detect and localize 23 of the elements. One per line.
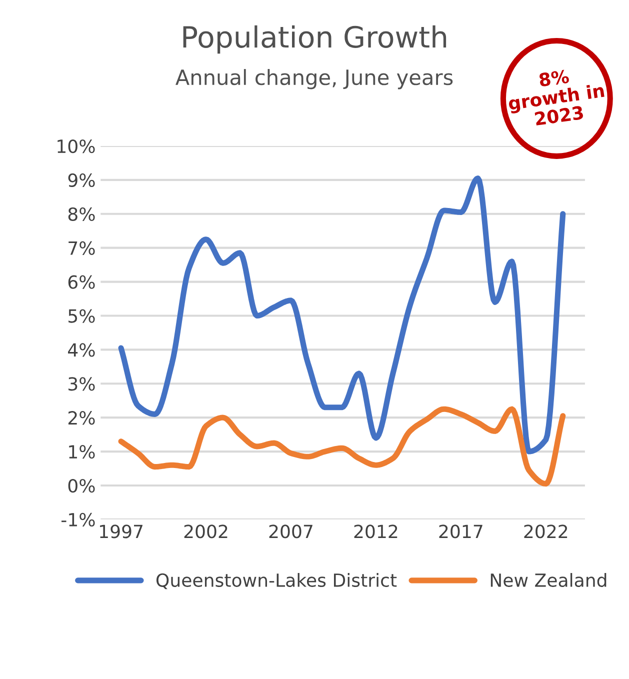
x-tick-label: 1997 <box>100 524 142 538</box>
x-tick-label: 2012 <box>354 524 398 538</box>
y-tick-label: 5% <box>68 309 95 323</box>
chart-title: Population Growth <box>183 25 446 54</box>
y-tick-label: 9% <box>68 173 95 188</box>
x-tick-label: 2017 <box>439 524 482 538</box>
y-tick-label: 0% <box>68 478 95 493</box>
y-tick-label: 7% <box>68 241 95 255</box>
y-tick-label: 2% <box>68 411 95 425</box>
y-tick-label: 6% <box>68 275 95 289</box>
y-tick-label: -1% <box>62 512 95 527</box>
x-tick-label: 2007 <box>269 524 312 538</box>
text: 8% growth in 2023 <box>508 69 605 126</box>
y-tick-label: 10% <box>58 139 95 154</box>
y-tick-label: 3% <box>68 377 95 391</box>
y-tick-label: 8% <box>68 207 95 221</box>
chart-subtitle: Annual change, June years <box>176 69 453 90</box>
y-tick-label: 1% <box>69 444 95 459</box>
y-tick-label: 4% <box>68 343 95 357</box>
legend-label: New Zealand <box>490 573 606 588</box>
legend-label: Queenstown-Lakes District <box>156 573 397 590</box>
x-tick-label: 2002 <box>184 524 228 538</box>
x-tick-label: 2022 <box>524 524 568 538</box>
